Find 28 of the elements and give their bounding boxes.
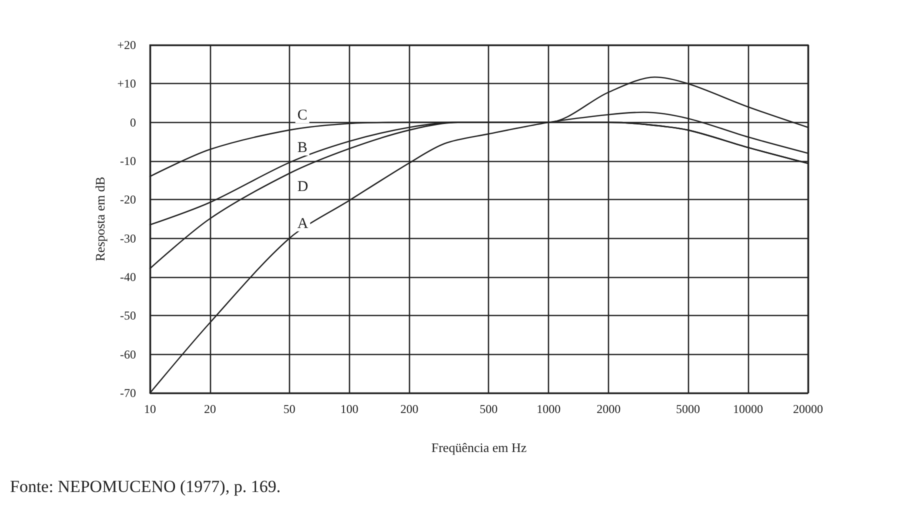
y-tick-label: -70 xyxy=(120,386,136,400)
x-tick-label: 50 xyxy=(283,402,296,416)
y-tick-label: +20 xyxy=(117,38,136,52)
x-tick-label: 500 xyxy=(480,402,498,416)
series-label: B xyxy=(297,140,308,156)
x-tick-label: 20 xyxy=(204,402,216,416)
x-tick-label: 20000 xyxy=(793,402,823,416)
y-tick-label: -10 xyxy=(120,154,136,168)
series-label: D xyxy=(297,178,308,195)
y-tick-label: +10 xyxy=(117,76,136,91)
x-axis-title: Freqüência em Hz xyxy=(431,440,527,455)
x-tick-label: 2000 xyxy=(596,402,621,416)
y-axis-title: Resposta em dB xyxy=(92,176,108,262)
x-tick-label: 1000 xyxy=(536,402,561,416)
x-tick-label: 5000 xyxy=(676,402,700,416)
x-tick-label: 10000 xyxy=(732,402,763,416)
x-tick-label: 10 xyxy=(144,402,156,416)
series-label: A xyxy=(297,216,308,232)
y-tick-label: -40 xyxy=(120,270,136,284)
y-tick-label: -20 xyxy=(120,192,136,207)
y-tick-label: -60 xyxy=(120,347,136,362)
y-tick-label: -50 xyxy=(120,308,136,323)
y-tick-label: -30 xyxy=(120,231,136,246)
y-tick-label: 0 xyxy=(130,115,136,130)
x-tick-label: 100 xyxy=(340,402,358,416)
x-tick-label: 200 xyxy=(400,402,418,416)
source-note: Fonte: NEPOMUCENO (1977), p. 169. xyxy=(10,477,281,496)
series-label: C xyxy=(297,108,308,124)
